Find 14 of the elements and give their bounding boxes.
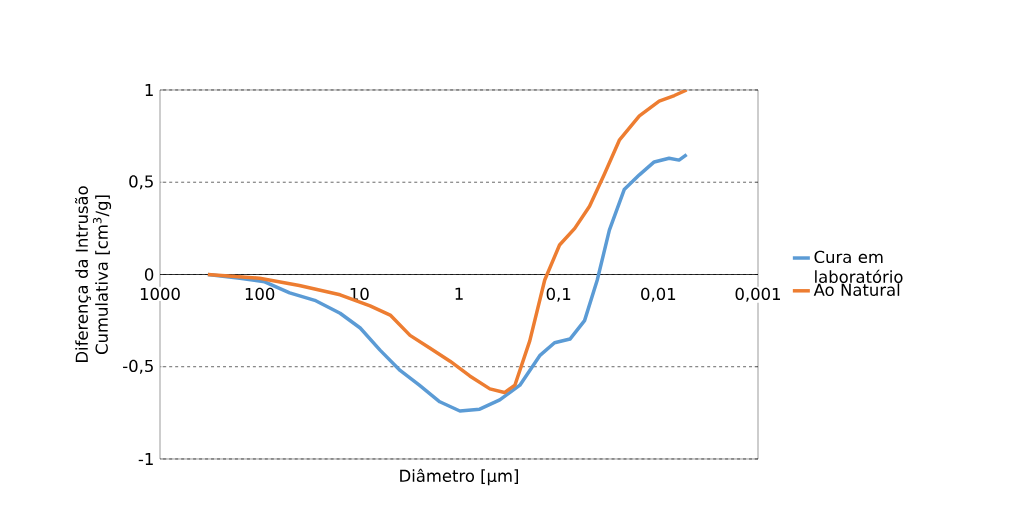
x-tick-label: 0,1 bbox=[546, 287, 571, 302]
y-tick-label: -0,5 bbox=[123, 359, 153, 374]
x-tick-label: 0,001 bbox=[735, 287, 780, 302]
y-tick-label: 1 bbox=[145, 83, 153, 96]
x-axis-title: Diâmetro [µm] bbox=[400, 468, 518, 486]
x-tick-label: 1000 bbox=[140, 287, 180, 301]
x-tick-label: 1 bbox=[455, 287, 463, 300]
legend-label: Cura em laboratório bbox=[814, 250, 903, 284]
y-tick-label: 0,5 bbox=[129, 175, 153, 190]
y-tick-label: -1 bbox=[138, 452, 153, 465]
legend-label: Ao Natural bbox=[813, 283, 900, 297]
x-tick-label: 0,01 bbox=[641, 287, 676, 302]
y-tick-label: 0 bbox=[144, 268, 154, 281]
x-tick-label: 100 bbox=[245, 287, 275, 301]
